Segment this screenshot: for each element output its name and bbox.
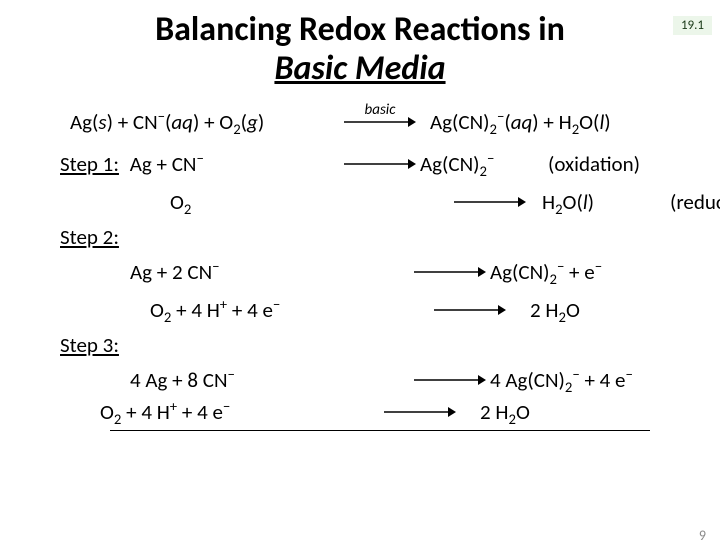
- page-title: Balancing Redox Reactions in Basic Media: [0, 10, 720, 88]
- step2-b-arrow: [430, 303, 510, 317]
- step1-ox-rhs: Ag(CN)2−: [420, 151, 540, 177]
- step1-red-row: O2 H2O(l) (reduction): [60, 186, 680, 218]
- page-number: 9: [699, 527, 706, 540]
- section-badge: 19.1: [673, 16, 712, 35]
- overall-rhs: Ag(CN)2−(aq) + H2O(l): [430, 109, 680, 135]
- step3-a-lhs: 4 Ag + 8 CN−: [60, 367, 410, 393]
- step3-b-lhs: O2 + 4 H+ + 4 e−: [60, 399, 380, 425]
- arrow-icon: [414, 373, 486, 387]
- step3-b-row: O2 + 4 H+ + 4 e− 2 H2O: [60, 396, 680, 428]
- step2-a-lhs: Ag + 2 CN−: [60, 259, 410, 285]
- step2-label: Step 2:: [60, 224, 119, 250]
- step2-b-lhs: O2 + 4 H+ + 4 e−: [60, 297, 430, 323]
- step1-red-note: (reduction): [662, 189, 720, 215]
- step1-ox-arrow: [340, 157, 420, 171]
- step2-label-row: Step 2:: [60, 224, 680, 250]
- title-line-2: Basic Media: [0, 49, 720, 88]
- step1-ox-lhs-eq: Ag + CN−: [130, 151, 204, 177]
- arrow-label-basic: basic: [330, 101, 430, 119]
- step2-a-row: Ag + 2 CN− Ag(CN)2− + e−: [60, 256, 680, 288]
- arrow-icon: [384, 405, 456, 419]
- arrow-icon: [454, 195, 526, 209]
- arrow-icon: [414, 265, 486, 279]
- divider-rule: [110, 430, 650, 431]
- arrow-icon: [434, 303, 506, 317]
- step1-label: Step 1:: [60, 151, 119, 177]
- arrow-icon: [344, 157, 416, 171]
- step1-ox-row: Step 1: Ag + CN− Ag(CN)2− (oxidation): [60, 148, 680, 180]
- step1-ox-lhs: Step 1: Ag + CN−: [60, 151, 340, 177]
- step2-b-rhs: 2 H2O: [510, 297, 680, 323]
- title-line-1: Balancing Redox Reactions in: [0, 10, 720, 49]
- step3-label-row: Step 3:: [60, 332, 680, 358]
- overall-lhs: Ag(s) + CN−(aq) + O2(g): [60, 109, 330, 135]
- step3-a-rhs: 4 Ag(CN)2− + 4 e−: [490, 367, 680, 393]
- step1-ox-note: (oxidation): [540, 151, 668, 177]
- step2-b-row: O2 + 4 H+ + 4 e− 2 H2O: [60, 294, 680, 326]
- overall-arrow: basic: [330, 115, 430, 129]
- slide-content: Ag(s) + CN−(aq) + O2(g) basic Ag(CN)2−(a…: [60, 106, 680, 431]
- step3-label: Step 3:: [60, 332, 119, 358]
- overall-reaction-row: Ag(s) + CN−(aq) + O2(g) basic Ag(CN)2−(a…: [60, 106, 680, 138]
- step1-red-rhs: H2O(l): [530, 189, 662, 215]
- step1-red-arrow: [450, 195, 530, 209]
- step3-a-row: 4 Ag + 8 CN− 4 Ag(CN)2− + 4 e−: [60, 364, 680, 396]
- step2-a-arrow: [410, 265, 490, 279]
- step3-b-arrow: [380, 405, 460, 419]
- step3-b-rhs: 2 H2O: [460, 399, 680, 425]
- step3-a-arrow: [410, 373, 490, 387]
- step2-a-rhs: Ag(CN)2− + e−: [490, 259, 680, 285]
- step1-red-lhs: O2: [60, 189, 450, 215]
